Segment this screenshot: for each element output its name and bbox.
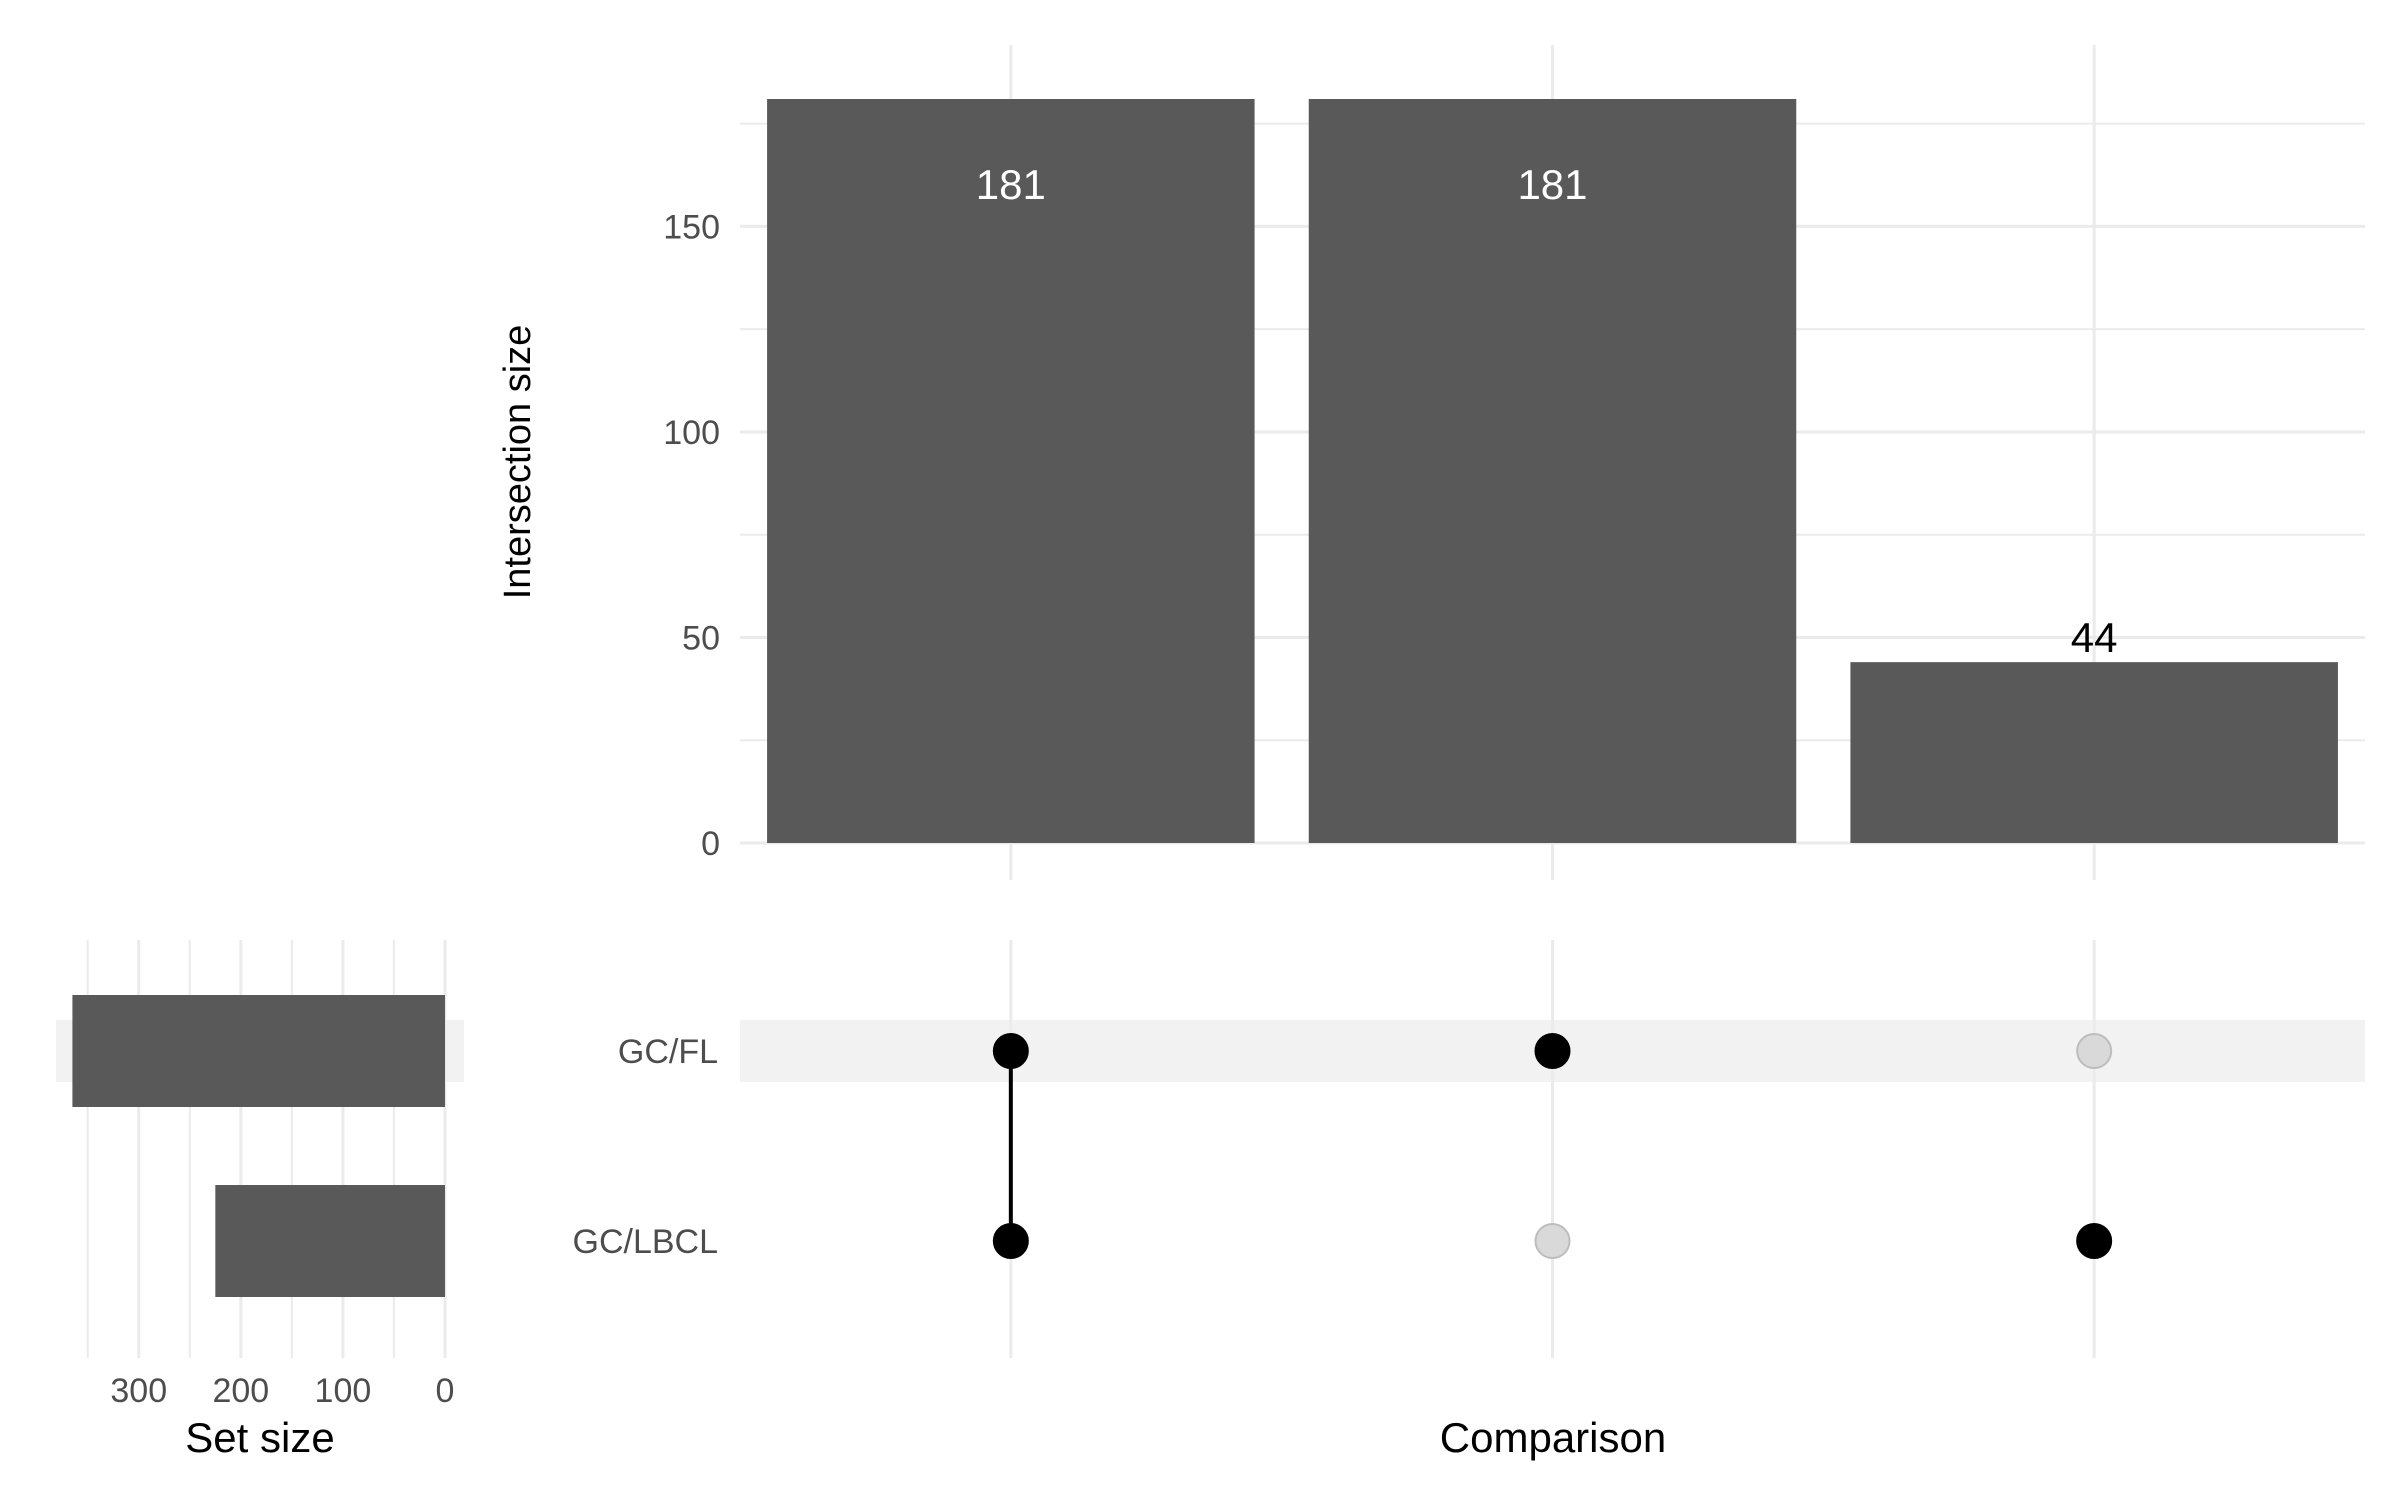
y-tick-label: 50	[682, 619, 720, 657]
x-axis-label: Comparison	[1440, 1414, 1666, 1461]
set-size-axis: 300 200 100 0	[110, 1372, 454, 1410]
set-labels: GC/FL GC/LBCL	[573, 1033, 719, 1261]
intersection-bar	[767, 98, 1255, 843]
intersection-bars: 181 181 44	[767, 98, 2338, 843]
set-size-label: Set size	[185, 1414, 334, 1461]
intersection-bar	[1850, 662, 2338, 843]
bar-value-label: 44	[2071, 614, 2118, 661]
bar-value-label: 181	[1517, 161, 1587, 208]
membership-dot-active	[992, 1223, 1029, 1259]
matrix-grid	[740, 940, 2365, 1358]
intersection-bar	[1308, 98, 1797, 843]
membership-dot-inactive	[2076, 1033, 2113, 1069]
membership-dot-active	[2076, 1223, 2113, 1259]
membership-dot-active	[1534, 1033, 1571, 1069]
y-tick-label: 0	[701, 825, 720, 863]
membership-dot-inactive	[1534, 1223, 1571, 1259]
set-size-tick-label: 300	[110, 1372, 167, 1410]
membership-dot-active	[992, 1033, 1029, 1069]
intersection-y-axis: 0 50 100 150	[663, 208, 720, 863]
set-size-bar	[72, 995, 445, 1107]
membership-matrix	[992, 1033, 2113, 1259]
set-label: GC/FL	[618, 1033, 718, 1071]
bar-value-label: 181	[976, 161, 1046, 208]
set-label: GC/LBCL	[573, 1223, 719, 1261]
set-size-bars	[72, 995, 445, 1297]
set-size-bar	[215, 1185, 445, 1297]
y-axis-label: Intersection size	[497, 325, 539, 600]
y-tick-label: 100	[663, 414, 720, 452]
set-size-tick-label: 0	[436, 1372, 455, 1410]
set-size-tick-label: 200	[212, 1372, 269, 1410]
set-size-tick-label: 100	[315, 1372, 372, 1410]
y-tick-label: 150	[663, 208, 720, 246]
